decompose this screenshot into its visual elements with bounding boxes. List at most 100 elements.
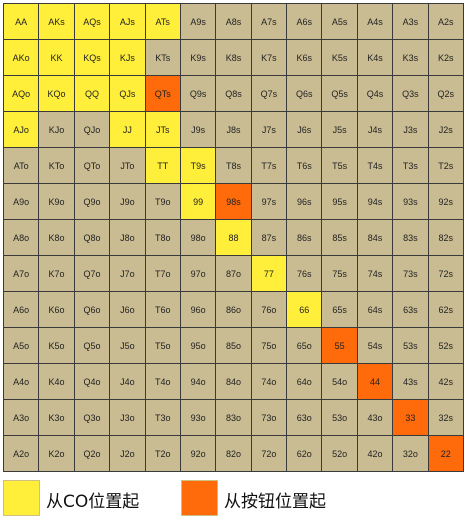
hand-cell: K9o: [38, 183, 75, 220]
hand-cell: 65o: [286, 327, 323, 364]
hand-cell: 54o: [321, 363, 358, 400]
hand-cell: Q9s: [179, 75, 217, 112]
hand-cell: A6o: [3, 291, 40, 328]
hand-cell: ATo: [3, 147, 40, 184]
hand-cell: 98o: [179, 219, 217, 256]
hand-cell: Q6s: [286, 75, 323, 112]
hand-cell: AQs: [73, 3, 111, 40]
hand-cell: QTo: [73, 147, 111, 184]
hand-cell: Q2o: [73, 435, 111, 472]
hand-cell: J5s: [321, 111, 358, 148]
hand-cell: A2o: [3, 435, 40, 472]
legend-swatch-co: [3, 480, 40, 516]
hand-cell: QQ: [73, 75, 111, 112]
hand-cell: T9o: [144, 183, 181, 220]
hand-cell: AQo: [3, 75, 40, 112]
hand-cell: 94s: [356, 183, 394, 220]
hand-cell: Q8o: [73, 219, 111, 256]
hand-cell: T5s: [321, 147, 358, 184]
hand-cell: QTs: [144, 75, 181, 112]
hand-cell: 85s: [321, 219, 358, 256]
hand-cell: 95o: [179, 327, 217, 364]
hand-cell: 84s: [356, 219, 394, 256]
legend-swatch-button: [181, 480, 218, 516]
hand-cell: 95s: [321, 183, 358, 220]
hand-cell: K7o: [38, 255, 75, 292]
hand-cell: 96s: [286, 183, 323, 220]
hand-cell: 83o: [215, 399, 252, 436]
hand-cell: 43s: [392, 363, 429, 400]
hand-cell: 32s: [427, 399, 464, 436]
hand-cell: Q4s: [356, 75, 394, 112]
hand-cell: 76o: [250, 291, 288, 328]
hand-cell: AJo: [3, 111, 40, 148]
hand-cell: J2s: [427, 111, 464, 148]
hand-cell: T8s: [215, 147, 252, 184]
hand-cell: 74o: [250, 363, 288, 400]
hand-cell: Q7s: [250, 75, 288, 112]
hand-cell: 42s: [427, 363, 464, 400]
hand-cell: T3s: [392, 147, 429, 184]
hand-cell: JTs: [144, 111, 181, 148]
hand-cell: 73o: [250, 399, 288, 436]
hand-cell: 76s: [286, 255, 323, 292]
hand-cell: J6o: [109, 291, 146, 328]
hand-cell: KJo: [38, 111, 75, 148]
hand-cell: A9s: [179, 3, 217, 40]
hand-cell: 93o: [179, 399, 217, 436]
hand-cell: 92o: [179, 435, 217, 472]
hand-cell: J6s: [286, 111, 323, 148]
hand-cell: 87o: [215, 255, 252, 292]
hand-cell: J9o: [109, 183, 146, 220]
hand-cell: 99: [179, 183, 217, 220]
hand-cell: 43o: [356, 399, 394, 436]
hand-cell: 64o: [286, 363, 323, 400]
hand-cell: K9s: [179, 39, 217, 76]
hand-cell: T3o: [144, 399, 181, 436]
hand-cell: 65s: [321, 291, 358, 328]
hand-cell: J9s: [179, 111, 217, 148]
hand-cell: J4s: [356, 111, 394, 148]
hand-cell: A4o: [3, 363, 40, 400]
hand-cell: T2s: [427, 147, 464, 184]
hand-cell: AA: [3, 3, 40, 40]
hand-cell: T9s: [179, 147, 217, 184]
hand-cell: JTo: [109, 147, 146, 184]
hand-cell: K2s: [427, 39, 464, 76]
hand-cell: 84o: [215, 363, 252, 400]
hand-cell: 52s: [427, 327, 464, 364]
hand-cell: 88: [215, 219, 252, 256]
hand-cell: 74s: [356, 255, 394, 292]
hand-cell: A6s: [286, 3, 323, 40]
hand-cell: T7o: [144, 255, 181, 292]
hand-cell: A7s: [250, 3, 288, 40]
hand-cell: 53s: [392, 327, 429, 364]
hand-cell: KK: [38, 39, 75, 76]
hand-cell: Q9o: [73, 183, 111, 220]
hand-cell: J4o: [109, 363, 146, 400]
hand-cell: 97o: [179, 255, 217, 292]
hand-cell: AKo: [3, 39, 40, 76]
hand-cell: A3o: [3, 399, 40, 436]
hand-cell: K2o: [38, 435, 75, 472]
legend: 从CO位置起 从按钮位置起: [0, 480, 466, 516]
legend-label-button: 从按钮位置起: [224, 492, 326, 512]
hand-cell: Q2s: [427, 75, 464, 112]
hand-cell: 73s: [392, 255, 429, 292]
hand-cell: 75s: [321, 255, 358, 292]
hand-cell: 98s: [215, 183, 252, 220]
hand-cell: Q3s: [392, 75, 429, 112]
hand-cell: KTs: [144, 39, 181, 76]
hand-cell: 82o: [215, 435, 252, 472]
hand-cell: A4s: [356, 3, 394, 40]
hand-cell: Q6o: [73, 291, 111, 328]
hand-cell: 96o: [179, 291, 217, 328]
hand-cell: 66: [286, 291, 323, 328]
hand-cell: 94o: [179, 363, 217, 400]
hand-cell: 64s: [356, 291, 394, 328]
hand-cell: A3s: [392, 3, 429, 40]
hand-cell: Q8s: [215, 75, 252, 112]
hand-cell: 54s: [356, 327, 394, 364]
hand-cell: T6s: [286, 147, 323, 184]
hand-cell: QJo: [73, 111, 111, 148]
